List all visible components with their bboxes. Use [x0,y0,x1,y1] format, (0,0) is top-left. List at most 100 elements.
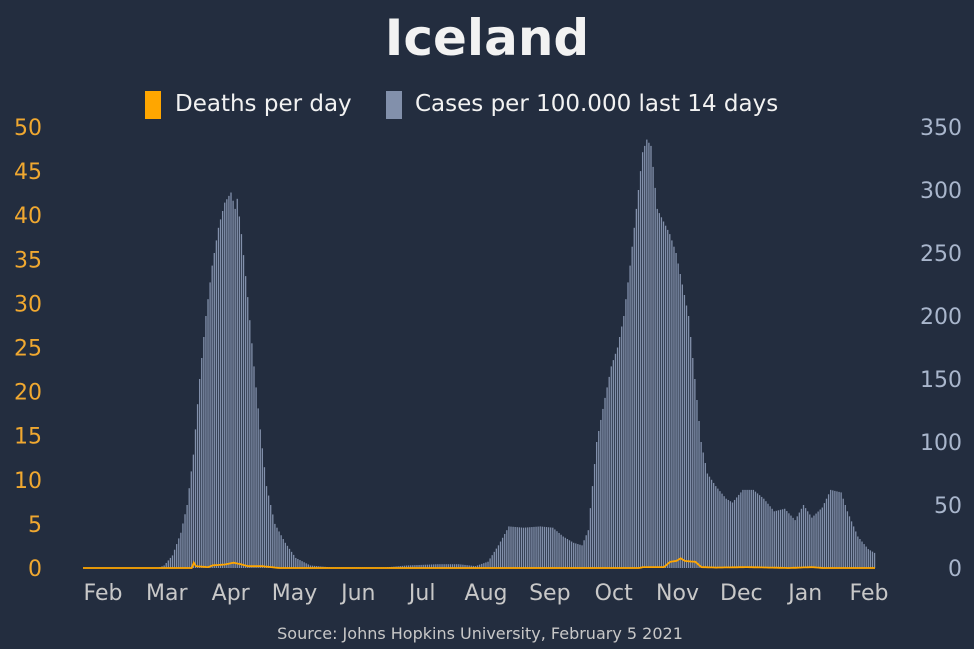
cases-bar [489,558,491,568]
y-left-tick-label: 40 [14,204,42,229]
x-tick-label: Apr [212,581,251,606]
y-right-axis: 0 50 100 150 200 250 300 350 [920,116,962,582]
cases-bar [593,464,596,568]
cases-bar [800,508,803,568]
cases-bar [570,541,573,568]
cases-bar [226,199,228,569]
cases-bar [583,540,585,568]
cases-bar [426,564,429,568]
cases-bar [418,564,420,568]
cases-bar [274,523,276,568]
cases-bar [234,208,236,568]
cases-bar [713,482,715,568]
cases-bar [704,463,706,568]
cases-bar [827,494,830,568]
cases-bar [276,527,278,568]
cases-bar [838,491,840,568]
cases-bar [313,565,316,568]
cases-bar [754,491,757,568]
cases-bar [456,564,458,568]
cases-bar [859,539,861,568]
cases-bar [591,486,594,568]
cases-bar [270,505,272,568]
cases-bar [756,493,759,568]
cases-bar [224,202,226,568]
cases-bar [738,494,740,568]
cases-bar [449,564,452,568]
cases-bar [673,246,675,568]
cases-bar [267,495,270,568]
cases-bar [272,514,274,568]
cases-bar [690,337,692,568]
x-tick-label: Mar [146,581,188,606]
cases-bar [290,551,293,568]
cases-bar [441,564,443,568]
y-left-tick-label: 45 [14,160,42,185]
cases-bar [853,526,855,568]
cases-bar [585,535,587,568]
legend-cases-label: Cases per 100.000 last 14 days [415,91,778,117]
x-tick-label: May [272,581,317,606]
cases-bar [844,505,846,568]
cases-bar [679,274,681,568]
cases-bar [524,527,527,568]
y-right-tick-label: 100 [920,431,962,456]
cases-bar [303,562,305,568]
cases-bar [533,526,535,568]
cases-bar [203,337,205,568]
cases-bar [188,488,190,568]
cases-bar [742,489,744,568]
x-tick-label: Jan [786,581,822,606]
cases-bar [846,511,849,568]
cases-bar [830,489,832,568]
cases-bar [654,187,656,568]
x-tick-label: Jun [339,581,375,606]
cases-bar [474,566,477,568]
cases-bar [236,198,238,568]
cases-bar [848,516,851,568]
cases-bar [857,536,859,568]
cases-bar [263,467,266,568]
y-left-tick-label: 5 [28,513,42,538]
cases-bar [788,513,790,568]
cases-bar [558,532,560,568]
cases-bar [719,491,721,568]
cases-bar [495,548,498,568]
cases-bar [819,509,821,568]
y-left-tick-label: 25 [14,337,42,362]
cases-bar [399,566,401,568]
cases-bar [748,489,750,568]
cases-bar [863,544,865,568]
cases-bar [779,509,782,568]
cases-bar [573,542,575,568]
cases-bar [487,561,489,568]
cases-bar [725,498,727,568]
cases-bar [311,565,314,568]
cases-bar [247,297,249,568]
x-tick-label: Dec [720,581,763,606]
cases-bar [623,316,625,568]
cases-bar [163,565,165,568]
cases-bar [692,358,694,568]
cases-bar [681,284,683,568]
cases-bar [740,492,742,568]
cases-bar [817,511,819,568]
cases-bar [677,263,679,568]
cases-bar [499,541,502,568]
cases-bar [554,529,556,568]
cases-bar [182,523,184,568]
x-tick-label: Sep [529,581,570,606]
cases-bar [669,234,671,568]
cases-bar [865,546,867,568]
cases-bar [798,512,800,568]
cases-bar [815,513,817,568]
cases-bar [598,430,600,568]
cases-bar [867,549,869,568]
cases-bar [589,508,592,568]
cases-bar [529,527,531,568]
cases-bar [171,555,174,568]
cases-bar [401,565,403,568]
cases-bar [543,526,546,568]
x-tick-label: Oct [595,581,633,606]
cases-bar [769,506,771,568]
